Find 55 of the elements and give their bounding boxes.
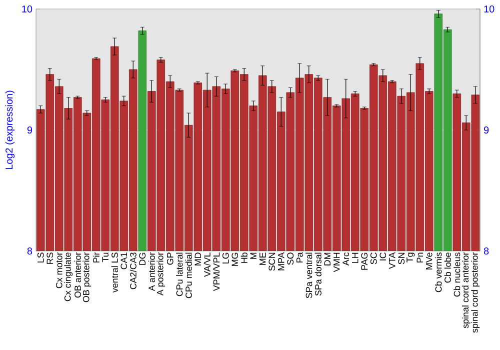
x-tick-label: Pa [296, 252, 303, 262]
x-tick-label: M [250, 252, 256, 259]
x-tick-label: LG [222, 252, 229, 264]
y-tick-label: 10 [22, 5, 32, 13]
x-tick-label: ventral LS [111, 252, 118, 293]
y2-tick-label: 10 [484, 5, 494, 13]
x-tick-label: VA/VL [204, 252, 210, 277]
x-tick-label: Cb nucleus [454, 252, 460, 297]
x-tick-label: Tg [406, 252, 415, 262]
x-tick-label: A posterior [156, 252, 166, 296]
x-tick-label: Cb vermis [435, 252, 442, 292]
x-tick-label: PAG [361, 252, 368, 270]
x-tick-label: OB anterior [74, 252, 81, 298]
y2-tick-label: 8 [484, 247, 489, 255]
x-tick-label: OB posterior [82, 252, 92, 302]
x-tick-label: Pn [416, 252, 423, 262]
x-tick-label: SPa dorsal [314, 252, 322, 296]
x-tick-label: SO [287, 252, 294, 265]
x-tick-label: Pir [92, 252, 100, 262]
x-tick-label: DM [324, 252, 330, 266]
y-tick-label: 8 [27, 247, 32, 255]
x-tick-label: SC [370, 252, 377, 264]
x-tick-label: CA1 [120, 252, 128, 270]
x-tick-label: CPu lateral [176, 252, 183, 296]
x-tick-label: MG [232, 252, 238, 266]
x-tick-label: VTA [389, 252, 396, 269]
x-tick-label: spinal cord anterior [462, 252, 470, 328]
y-tick-label: 9 [27, 126, 32, 134]
x-tick-label: ME [260, 252, 266, 265]
x-tick-label: Cx cingulate [64, 252, 73, 302]
x-tick-label: DG [139, 252, 146, 265]
x-tick-label: VMH [334, 252, 340, 272]
x-tick-label: MPA [278, 252, 284, 270]
x-tick-label: Arc [342, 252, 350, 266]
x-tick-label: SPa ventral [306, 252, 312, 298]
x-tick-label: SCN [268, 252, 276, 271]
x-tick-label: Tu [102, 252, 109, 262]
x-tick-label: GP [166, 252, 174, 265]
x-tick-label: LS [37, 252, 44, 262]
x-tick-label: SN [398, 252, 405, 264]
x-tick-label: VPM/VPL [213, 252, 220, 292]
x-tick-label: MVe [426, 252, 432, 270]
x-tick-label: spinal cord posterior [471, 252, 480, 333]
x-tick-label: Cb lobe [444, 252, 451, 283]
x-tick-label: IC [380, 252, 386, 260]
x-tick-label: CPu medial [185, 252, 192, 298]
y-axis-title: Log2 (expression) [5, 90, 15, 170]
x-tick-label: A anterior [148, 252, 155, 292]
x-tick-label: CA2/CA3 [130, 252, 136, 290]
x-tick-label: RS [46, 252, 54, 264]
x-tick-label: MD [194, 252, 201, 266]
x-tick-label: Cx motor [56, 252, 62, 288]
y2-tick-label: 9 [484, 126, 489, 134]
x-tick-label: LH [352, 252, 358, 263]
x-tick-label: Hb [240, 252, 248, 263]
